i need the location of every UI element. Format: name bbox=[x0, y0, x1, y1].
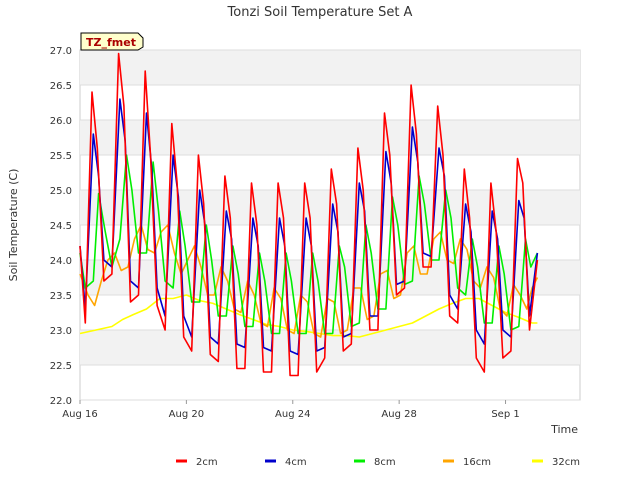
y-tick-label: 22.0 bbox=[50, 396, 72, 407]
y-tick-labels: 22.0 22.5 23.0 23.5 24.0 24.5 25.0 25.5 26.0 26.5… bbox=[50, 46, 72, 407]
y-axis-label: Soil Temperature (C) bbox=[7, 169, 20, 282]
x-tick-label: Sep 1 bbox=[491, 409, 519, 420]
y-tick-label: 23.5 bbox=[50, 291, 72, 302]
badge-label: TZ_fmet bbox=[86, 36, 136, 49]
series-line-8cm bbox=[79, 154, 539, 335]
plot-band bbox=[80, 50, 580, 85]
y-tick-label: 24.0 bbox=[50, 256, 72, 267]
x-tick-label: Aug 24 bbox=[275, 409, 310, 420]
series-line-2cm bbox=[79, 52, 539, 377]
station-badge: TZ_fmet bbox=[80, 32, 144, 51]
x-tick-labels: Aug 16 Aug 20 Aug 24 Aug 28 Sep 1 bbox=[62, 400, 520, 420]
legend: 2cm 4cm 8cm 16cm 32cm bbox=[176, 457, 580, 468]
y-tick-label: 22.5 bbox=[50, 361, 72, 372]
y-tick-label: 25.0 bbox=[50, 186, 72, 197]
chart-title: Tonzi Soil Temperature Set A bbox=[227, 5, 413, 20]
y-tick-label: 26.0 bbox=[50, 116, 72, 127]
legend-label-16cm: 16cm bbox=[463, 457, 491, 468]
legend-label-32cm: 32cm bbox=[552, 457, 580, 468]
legend-label-2cm: 2cm bbox=[196, 457, 218, 468]
x-tick-label: Aug 20 bbox=[169, 409, 204, 420]
series-lines bbox=[79, 52, 539, 377]
plot-band bbox=[80, 120, 580, 155]
y-tick-label: 27.0 bbox=[50, 46, 72, 57]
y-tick-label: 26.5 bbox=[50, 81, 72, 92]
series-line-16cm bbox=[79, 224, 539, 338]
y-tick-label: 25.5 bbox=[50, 151, 72, 162]
y-tick-label: 24.5 bbox=[50, 221, 72, 232]
y-tick-label: 23.0 bbox=[50, 326, 72, 337]
legend-label-4cm: 4cm bbox=[285, 457, 307, 468]
x-tick-label: Aug 16 bbox=[62, 409, 97, 420]
x-tick-label: Aug 28 bbox=[381, 409, 416, 420]
x-axis-label: Time bbox=[550, 423, 578, 436]
legend-label-8cm: 8cm bbox=[374, 457, 396, 468]
